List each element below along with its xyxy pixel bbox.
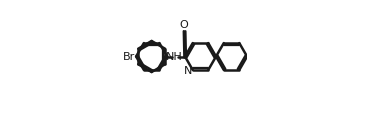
Text: Br: Br: [123, 52, 136, 62]
Text: NH: NH: [166, 52, 183, 62]
Text: N: N: [184, 65, 192, 75]
Text: O: O: [180, 20, 188, 30]
